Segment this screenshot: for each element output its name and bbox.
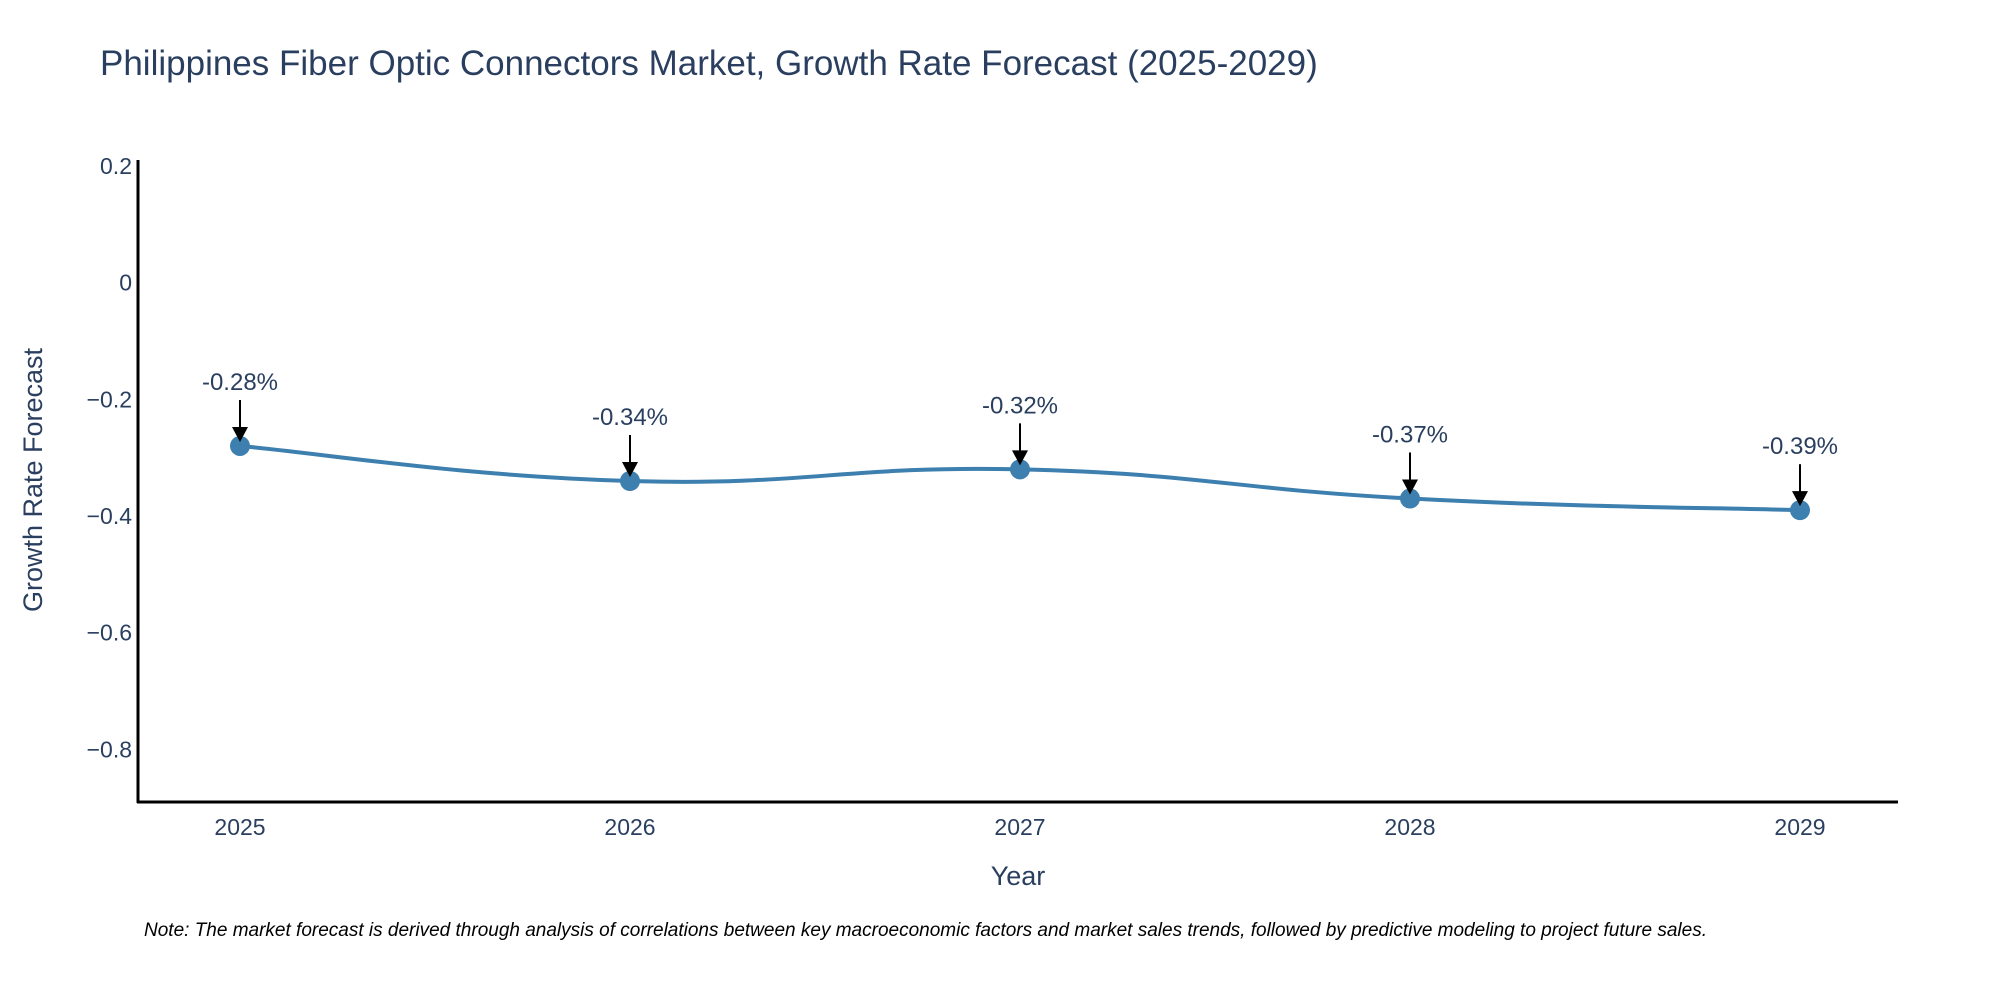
x-tick-label: 2028: [1384, 814, 1435, 840]
x-tick-label: 2027: [994, 814, 1045, 840]
data-label: -0.28%: [202, 369, 278, 396]
y-tick-label: −0.2: [87, 386, 132, 412]
data-label: -0.34%: [592, 404, 668, 431]
x-ticks: 2025 2026 2027 2028 2029: [214, 814, 1825, 840]
y-tick-label: 0: [119, 270, 132, 296]
data-annotations: -0.28% -0.34% -0.32% -0.37% -0.39%: [202, 369, 1838, 507]
methodology-note: Note: The market forecast is derived thr…: [144, 920, 1707, 941]
annotation-arrow-head: [622, 462, 638, 477]
chart-title: Philippines Fiber Optic Connectors Marke…: [100, 44, 1318, 83]
data-label: -0.37%: [1372, 422, 1448, 449]
data-point: [1400, 488, 1420, 509]
annotation-arrow-head: [232, 426, 248, 442]
data-point: [230, 435, 250, 456]
y-tick-label: −0.4: [87, 503, 133, 529]
x-axis-title: Year: [991, 861, 1046, 891]
x-tick-label: 2029: [1774, 814, 1825, 840]
x-tick-label: 2026: [604, 814, 655, 840]
annotation-arrow-head: [1402, 479, 1418, 495]
data-markers: [230, 435, 1810, 521]
annotation-arrow-head: [1012, 450, 1028, 466]
y-tick-label: −0.8: [87, 736, 132, 762]
axes: [136, 160, 1898, 804]
data-point: [620, 471, 640, 491]
y-tick-label: −0.6: [87, 620, 132, 646]
y-tick-label: 0.2: [100, 153, 132, 179]
data-point: [1010, 459, 1030, 480]
annotation-arrow-head: [1792, 491, 1808, 507]
data-label: -0.32%: [982, 392, 1058, 419]
data-point: [1790, 500, 1810, 521]
y-axis-title: Growth Rate Forecast: [18, 347, 48, 612]
x-tick-label: 2025: [214, 814, 265, 840]
y-ticks: 0.2 0 −0.2 −0.4 −0.6 −0.8: [87, 153, 133, 763]
data-label: -0.39%: [1762, 433, 1838, 460]
